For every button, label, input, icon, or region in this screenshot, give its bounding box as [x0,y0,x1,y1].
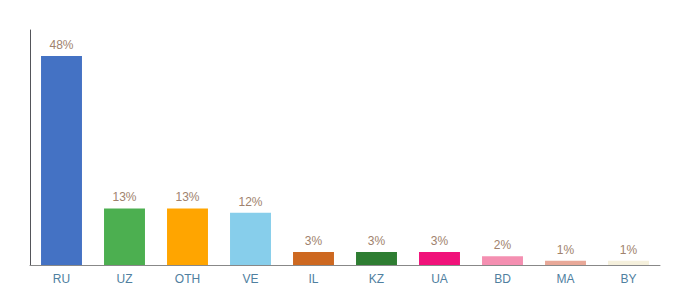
svg-text:12%: 12% [238,195,262,209]
svg-text:1%: 1% [557,243,575,257]
svg-text:13%: 13% [112,190,136,204]
svg-text:1%: 1% [620,243,638,257]
svg-text:UA: UA [431,272,448,286]
svg-text:RU: RU [53,272,70,286]
svg-text:KZ: KZ [369,272,384,286]
svg-text:13%: 13% [175,190,199,204]
svg-text:VE: VE [242,272,258,286]
svg-text:2%: 2% [494,238,512,252]
svg-text:MA: MA [557,272,575,286]
svg-text:UZ: UZ [117,272,133,286]
svg-text:BD: BD [494,272,511,286]
svg-text:3%: 3% [305,234,323,248]
svg-text:OTH: OTH [175,272,200,286]
svg-text:IL: IL [308,272,318,286]
svg-text:BY: BY [620,272,636,286]
svg-text:3%: 3% [368,234,386,248]
svg-text:3%: 3% [431,234,449,248]
svg-text:48%: 48% [49,38,73,52]
